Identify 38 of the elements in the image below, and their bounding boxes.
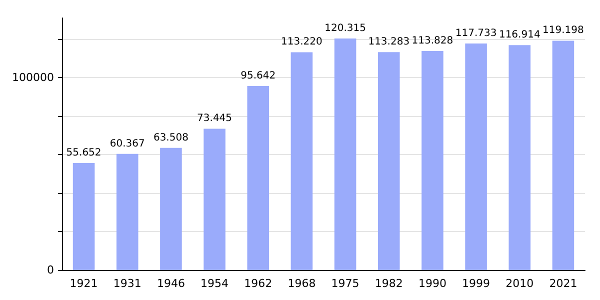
x-tick-label: 1990	[418, 277, 446, 290]
x-tick-label: 2010	[506, 277, 534, 290]
data-label: 117.733	[455, 28, 497, 40]
x-tick-label: 1921	[70, 277, 98, 290]
data-label: 120.315	[324, 23, 366, 34]
data-label: 55.652	[66, 147, 102, 158]
data-label: 113.283	[368, 36, 410, 48]
data-label: 60.367	[110, 138, 145, 150]
bar	[378, 52, 400, 270]
bar	[116, 154, 138, 270]
data-label: 73.445	[197, 113, 232, 124]
bar	[508, 45, 531, 270]
x-tick-label: 2021	[549, 277, 578, 290]
x-tick-label: 1946	[156, 277, 185, 290]
data-label: 116.914	[498, 30, 540, 41]
bar	[422, 51, 444, 270]
data-label: 95.642	[240, 70, 276, 82]
bar	[247, 86, 270, 270]
x-tick-label: 1982	[374, 277, 403, 290]
bar	[290, 52, 313, 270]
x-tick-label: 1999	[462, 277, 490, 290]
x-tick-label: 1931	[113, 277, 142, 290]
x-tick-label: 1975	[331, 277, 360, 290]
bar	[204, 128, 226, 270]
bar	[160, 148, 182, 270]
y-tick-label: 0	[47, 264, 54, 276]
data-label: 119.198	[542, 25, 584, 36]
data-label: 113.828	[412, 36, 454, 47]
data-label: 113.220	[281, 36, 322, 48]
data-label: 63.508	[153, 132, 188, 144]
x-tick-label: 1954	[200, 277, 229, 290]
y-tick-label: 100000	[12, 71, 54, 84]
bar	[552, 40, 574, 270]
x-tick-label: 1962	[244, 277, 272, 290]
x-tick-label: 1968	[288, 277, 316, 290]
bar	[465, 44, 487, 270]
bar	[72, 162, 95, 270]
bar	[334, 38, 356, 270]
